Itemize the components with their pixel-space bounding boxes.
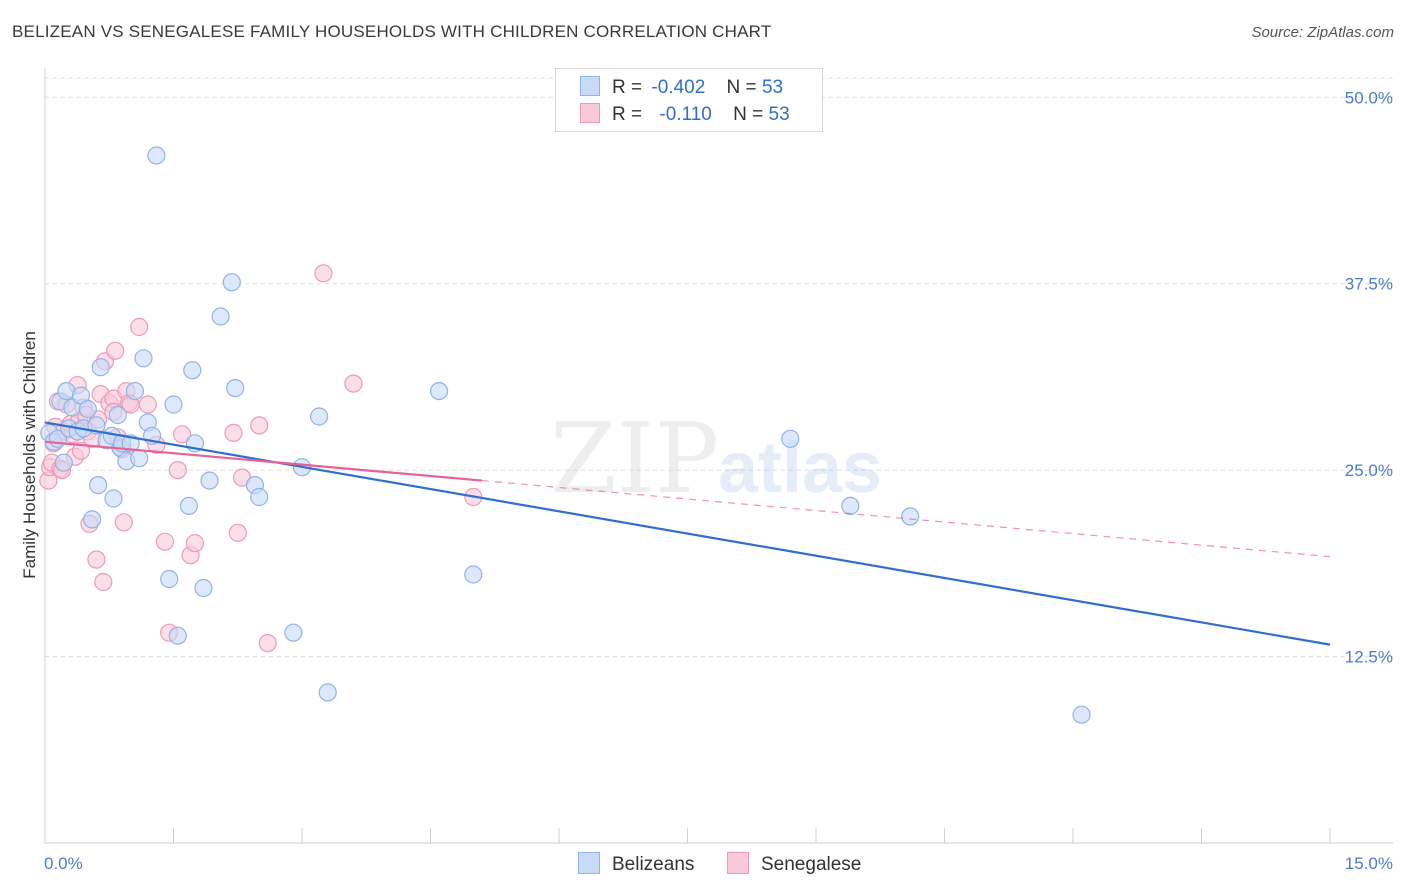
- senegalese-point: [130, 317, 149, 337]
- stats-legend-row-senegalese: R = -0.110 N = 53: [580, 103, 790, 125]
- senegalese-point: [155, 532, 174, 551]
- gridlines: [45, 77, 1393, 658]
- n-value: 53: [768, 104, 790, 125]
- senegalese-point: [250, 416, 269, 435]
- source-note: Source: ZipAtlas.com: [1251, 24, 1394, 41]
- senegalese-point: [314, 264, 333, 283]
- belizeans-point: [147, 146, 166, 165]
- belizeans-point: [104, 489, 123, 508]
- senegalese-point: [228, 523, 247, 542]
- chart-title: BELIZEAN VS SENEGALESE FAMILY HOUSEHOLDS…: [12, 22, 772, 41]
- watermark-atlas: atlas: [718, 428, 882, 508]
- belizeans-point: [200, 471, 219, 490]
- belizeans-point: [78, 399, 97, 419]
- belizeans-point: [91, 358, 110, 377]
- belizeans-trend-line: [44, 421, 1331, 646]
- belizeans-point: [1072, 705, 1091, 724]
- senegalese-legend-swatch: [727, 852, 749, 874]
- tick-labels: 12.5% 25.0% 37.5% 50.0% 0.0% 15.0%: [44, 88, 1393, 873]
- r-label: R =: [612, 77, 643, 98]
- senegalese-point: [168, 461, 187, 480]
- senegalese-point: [224, 423, 243, 442]
- senegalese-point: [71, 441, 91, 460]
- senegalese-point: [94, 572, 113, 592]
- n-label: N =: [726, 77, 757, 98]
- belizeans-point: [164, 395, 183, 414]
- y-tick-label: 37.5%: [1345, 275, 1393, 294]
- n-value: 53: [761, 77, 784, 98]
- y-tick-label: 25.0%: [1345, 461, 1393, 480]
- belizeans-point: [250, 487, 269, 507]
- senegalese-point: [185, 534, 204, 553]
- senegalese-swatch: [580, 103, 600, 123]
- belizeans-point: [226, 379, 245, 398]
- r-value: -0.402: [651, 77, 706, 98]
- stats-legend-row-belizeans: R = -0.402 N = 53: [580, 76, 783, 98]
- belizeans-point: [54, 453, 73, 472]
- belizeans-point: [168, 626, 187, 645]
- belizeans-legend-swatch: [578, 852, 600, 874]
- belizeans-point: [82, 510, 102, 529]
- senegalese-point: [106, 341, 125, 360]
- r-label: R =: [612, 104, 643, 125]
- trend-lines: [44, 421, 1331, 646]
- n-label: N =: [733, 104, 764, 125]
- axes: [44, 68, 1393, 844]
- belizeans-point: [183, 361, 202, 380]
- y-tick-label: 50.0%: [1345, 88, 1393, 107]
- x-tick-label: 0.0%: [44, 854, 83, 873]
- belizeans-point: [430, 382, 449, 401]
- belizeans-point: [194, 578, 213, 598]
- belizeans-point: [310, 407, 329, 426]
- x-tick-label: 15.0%: [1345, 854, 1393, 873]
- legend-item-senegalese[interactable]: Senegalese: [727, 852, 861, 876]
- legend-label: Senegalese: [761, 854, 862, 875]
- legend-item-belizeans[interactable]: Belizeans: [578, 852, 694, 876]
- senegalese-point: [173, 425, 192, 444]
- belizeans-point: [841, 496, 860, 515]
- belizeans-point: [318, 683, 337, 702]
- belizeans-point: [781, 429, 800, 448]
- belizeans-point: [134, 349, 153, 368]
- senegalese-point: [138, 395, 157, 414]
- belizeans-swatch: [580, 76, 600, 96]
- belizeans-point: [130, 449, 149, 468]
- belizeans-point: [108, 405, 127, 425]
- senegalese-point: [87, 550, 106, 569]
- senegalese-trend-line: [44, 440, 482, 482]
- senegalese-point: [114, 513, 133, 532]
- y-tick-label: 12.5%: [1345, 648, 1393, 667]
- belizeans-point: [179, 496, 198, 515]
- r-value: -0.110: [659, 104, 712, 125]
- senegalese-point: [258, 633, 277, 653]
- legend-label: Belizeans: [612, 854, 695, 875]
- belizeans-point: [211, 307, 230, 326]
- watermark-zip: ZIP: [550, 403, 719, 515]
- y-axis-label: Family Households with Children: [20, 331, 39, 579]
- belizeans-point: [88, 476, 108, 495]
- belizeans-point: [125, 382, 144, 401]
- belizeans-point: [901, 507, 920, 526]
- belizeans-point: [160, 569, 179, 589]
- belizeans-point: [222, 273, 241, 292]
- stats-legend: R = -0.402 N = 53 R = -0.110 N = 53: [555, 68, 823, 132]
- senegalese-point: [344, 374, 363, 393]
- watermark: ZIP atlas: [550, 403, 882, 515]
- belizeans-point: [284, 623, 303, 642]
- belizeans-point: [464, 565, 483, 584]
